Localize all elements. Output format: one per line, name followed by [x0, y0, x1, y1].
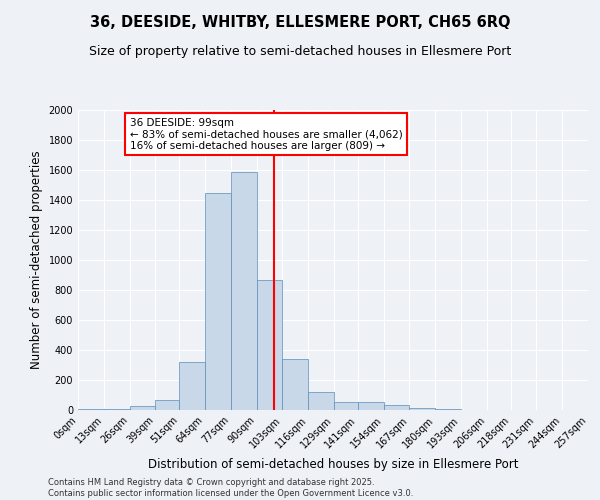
- Bar: [78, 408, 104, 410]
- Y-axis label: Number of semi-detached properties: Number of semi-detached properties: [30, 150, 43, 370]
- Bar: [155, 400, 179, 410]
- Bar: [231, 172, 257, 410]
- Bar: [334, 402, 358, 410]
- Bar: [257, 280, 283, 410]
- Bar: [308, 392, 334, 410]
- Bar: [383, 405, 409, 410]
- Bar: [104, 409, 130, 410]
- Bar: [130, 406, 155, 410]
- Text: Size of property relative to semi-detached houses in Ellesmere Port: Size of property relative to semi-detach…: [89, 45, 511, 58]
- Bar: [179, 362, 205, 410]
- Bar: [358, 402, 383, 410]
- Bar: [283, 359, 308, 410]
- Text: Contains HM Land Registry data © Crown copyright and database right 2025.
Contai: Contains HM Land Registry data © Crown c…: [48, 478, 413, 498]
- Text: 36 DEESIDE: 99sqm
← 83% of semi-detached houses are smaller (4,062)
16% of semi-: 36 DEESIDE: 99sqm ← 83% of semi-detached…: [130, 118, 403, 150]
- Text: 36, DEESIDE, WHITBY, ELLESMERE PORT, CH65 6RQ: 36, DEESIDE, WHITBY, ELLESMERE PORT, CH6…: [90, 15, 510, 30]
- Bar: [435, 409, 461, 410]
- Bar: [205, 192, 231, 410]
- X-axis label: Distribution of semi-detached houses by size in Ellesmere Port: Distribution of semi-detached houses by …: [148, 458, 518, 471]
- Bar: [409, 408, 435, 410]
